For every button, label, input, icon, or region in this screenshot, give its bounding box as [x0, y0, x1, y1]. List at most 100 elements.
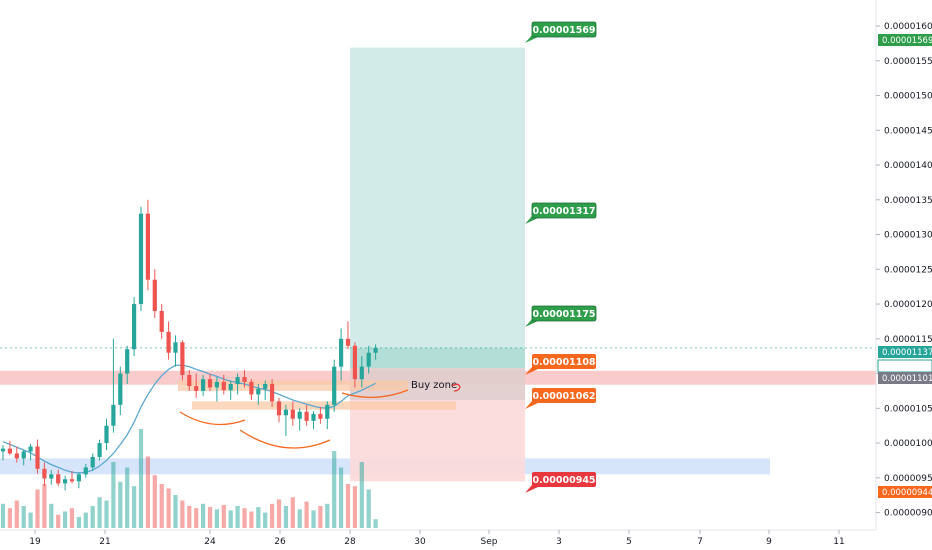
candle[interactable]: [69, 470, 75, 484]
moving-average-layer: [2, 364, 376, 474]
candle[interactable]: [132, 297, 137, 357]
price-flag[interactable]: 0.00001062: [525, 388, 596, 409]
price-flag-box: [531, 202, 597, 219]
price-flag[interactable]: 0.00001569: [525, 21, 597, 43]
candle[interactable]: [118, 366, 123, 416]
candle[interactable]: [180, 340, 185, 381]
candle[interactable]: [97, 439, 102, 461]
candle[interactable]: [125, 345, 130, 384]
candle[interactable]: [28, 443, 33, 461]
candle[interactable]: [21, 450, 26, 466]
price-flag[interactable]: 0.00001108: [525, 354, 596, 375]
volume-bar: [63, 511, 68, 528]
price-flag-box: [532, 354, 596, 369]
candle[interactable]: [270, 379, 275, 407]
candle-body: [352, 345, 357, 380]
price-flag[interactable]: 0.00001317: [525, 202, 597, 224]
candle[interactable]: [207, 373, 213, 391]
volume-bar: [283, 506, 288, 528]
volume-bar: [49, 503, 54, 528]
candle[interactable]: [35, 439, 40, 474]
candle-body: [90, 456, 95, 468]
candle[interactable]: [256, 383, 261, 405]
candle[interactable]: [49, 470, 54, 485]
pattern-arc: [239, 429, 331, 449]
candle[interactable]: [352, 342, 357, 388]
candle[interactable]: [152, 269, 157, 318]
price-flag[interactable]: 0.00000945: [525, 472, 596, 493]
candle[interactable]: [201, 374, 206, 396]
candle[interactable]: [83, 463, 88, 478]
candle[interactable]: [7, 440, 12, 455]
price-flag-label: 0.00001108: [532, 357, 595, 368]
volume-bar: [7, 508, 12, 528]
candle[interactable]: [332, 359, 337, 412]
candle[interactable]: [373, 344, 378, 360]
volume-bar: [345, 484, 351, 528]
candle[interactable]: [214, 377, 219, 402]
volume-bar: [111, 462, 116, 528]
volume-bar: [311, 510, 316, 528]
candle[interactable]: [325, 401, 330, 430]
candle[interactable]: [228, 380, 233, 400]
candle[interactable]: [0, 445, 6, 461]
candle[interactable]: [283, 404, 288, 437]
candle-body: [201, 379, 206, 391]
candle[interactable]: [290, 401, 295, 426]
candle[interactable]: [242, 370, 247, 388]
candle[interactable]: [63, 475, 68, 491]
candle[interactable]: [90, 453, 95, 471]
zones-layer: [0, 47, 876, 482]
candle[interactable]: [194, 373, 199, 398]
candle[interactable]: [359, 356, 364, 388]
candle[interactable]: [145, 199, 150, 291]
candle-body: [132, 304, 137, 350]
candle[interactable]: [318, 406, 323, 424]
candle[interactable]: [42, 462, 47, 487]
candle[interactable]: [104, 418, 109, 451]
candle[interactable]: [339, 328, 344, 381]
candles-layer[interactable]: [0, 199, 378, 491]
price-flag[interactable]: 0.00001175: [525, 305, 597, 327]
candle-body: [21, 451, 26, 459]
candle[interactable]: [345, 321, 351, 350]
candle-body: [35, 446, 40, 469]
candle[interactable]: [366, 345, 371, 374]
candle[interactable]: [166, 321, 171, 360]
candle[interactable]: [173, 335, 178, 367]
time-axis[interactable]: 19 21 24 26 28 30 Sep 3 5 7 9 11: [29, 530, 845, 547]
candle-body: [69, 479, 75, 482]
volume-bar: [270, 503, 275, 528]
price-axis-tag-label: 02:54:32: [882, 362, 920, 372]
candle[interactable]: [56, 469, 61, 487]
candle[interactable]: [235, 373, 240, 395]
candle[interactable]: [187, 370, 192, 391]
time-tick-label: 21: [99, 537, 110, 547]
candle[interactable]: [111, 338, 116, 433]
candle[interactable]: [76, 472, 81, 489]
candle[interactable]: [311, 411, 316, 430]
candle[interactable]: [159, 304, 164, 339]
volume-bar: [0, 503, 6, 528]
candle[interactable]: [304, 404, 309, 426]
candle-body: [152, 279, 157, 312]
candle[interactable]: [263, 380, 268, 400]
candle[interactable]: [297, 408, 302, 431]
volume-bar: [256, 507, 261, 528]
candle[interactable]: [249, 379, 254, 400]
candle-body: [373, 347, 378, 353]
candle[interactable]: [221, 374, 226, 395]
volume-bar: [263, 512, 268, 528]
current-profit-zone: [350, 347, 525, 369]
candle-body: [256, 388, 261, 395]
candle-body: [49, 474, 54, 479]
candle[interactable]: [276, 397, 282, 423]
candle[interactable]: [14, 446, 19, 463]
candle[interactable]: [138, 206, 144, 312]
price-flags-layer[interactable]: 0.00001569 0.00001317 0.00001175 0.00001108…: [525, 21, 597, 493]
